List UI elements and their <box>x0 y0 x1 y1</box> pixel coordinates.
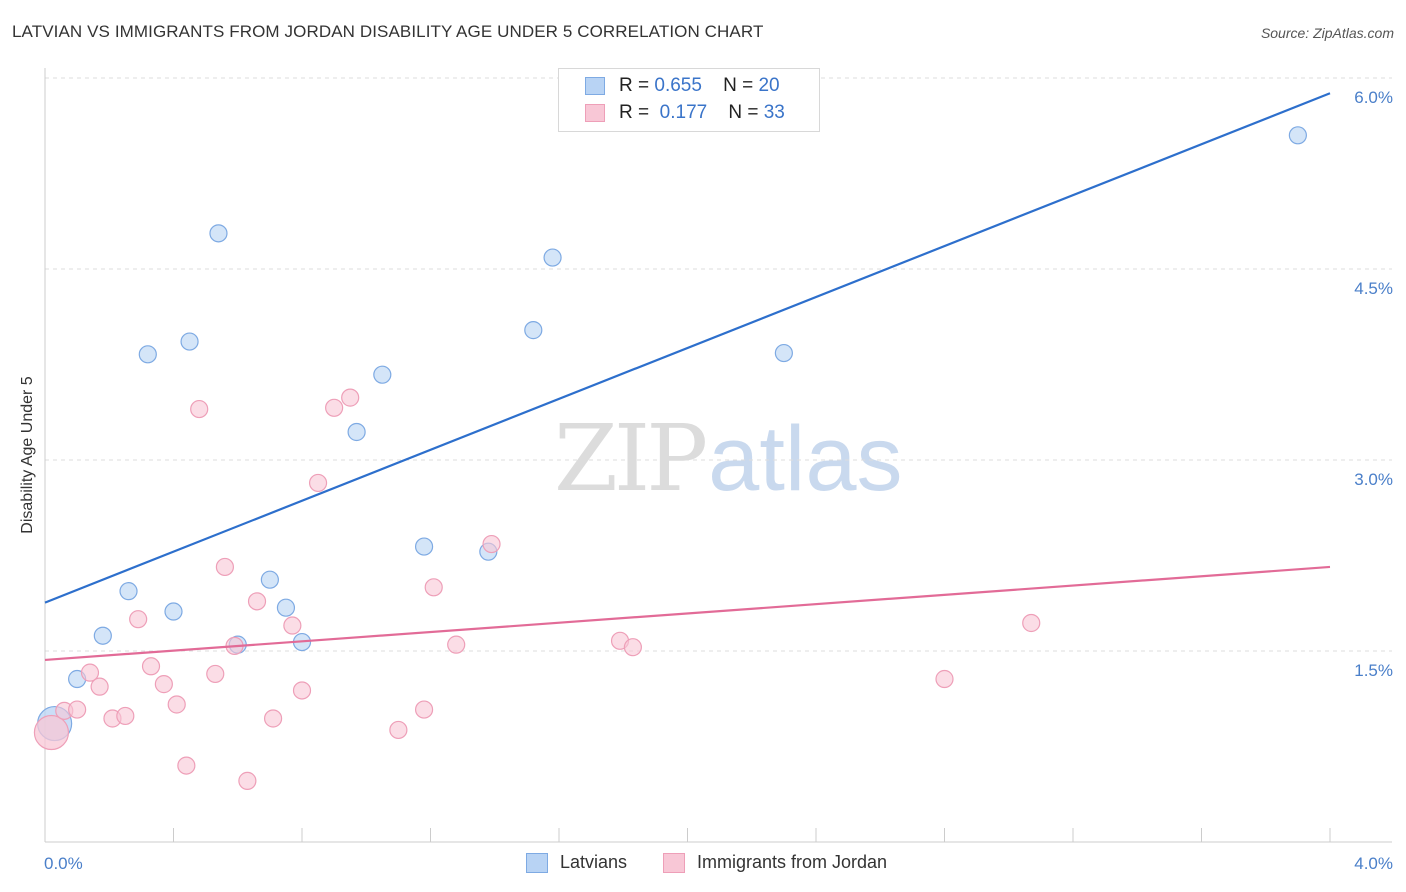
data-point <box>292 681 312 700</box>
y-tick-label: 4.5% <box>1354 279 1393 298</box>
data-point <box>263 709 283 728</box>
data-point <box>177 756 196 775</box>
data-point <box>447 635 466 654</box>
stats-box: R = 0.655 N = 20 R = 0.177 N = 33 <box>558 68 820 132</box>
data-point <box>482 534 501 554</box>
stats-n-label: N = <box>728 102 759 123</box>
data-point <box>154 675 173 694</box>
data-point <box>414 700 434 719</box>
data-point <box>116 706 135 726</box>
legend-label-jordan: Immigrants from Jordan <box>697 852 888 872</box>
y-tick-label: 3.0% <box>1354 470 1393 489</box>
data-point <box>543 248 562 267</box>
trend-line <box>44 92 1331 604</box>
data-point <box>373 365 392 384</box>
data-point <box>347 422 366 442</box>
source-credit: Source: ZipAtlas.com <box>1260 25 1394 41</box>
data-point <box>247 592 267 611</box>
data-point <box>68 700 87 719</box>
chart-title: LATVIAN VS IMMIGRANTS FROM JORDAN DISABI… <box>12 22 764 41</box>
data-point <box>180 332 199 351</box>
data-point <box>283 616 302 635</box>
data-point <box>424 578 443 597</box>
watermark-zip: ZIP <box>554 405 708 512</box>
data-point <box>238 771 257 790</box>
data-point <box>524 321 543 340</box>
x-tick-label: 4.0% <box>1354 854 1393 873</box>
stats-n-label: N = <box>723 75 754 96</box>
data-point <box>341 388 360 407</box>
data-point <box>119 582 138 601</box>
data-point <box>129 610 148 629</box>
stats-n-value: 20 <box>758 75 780 96</box>
x-tick-label: 0.0% <box>44 854 83 873</box>
legend-swatch-latvians <box>526 853 548 873</box>
legend-swatch-jordan <box>663 853 685 873</box>
watermark-atlas: atlas <box>708 408 903 510</box>
data-point <box>138 345 157 364</box>
data-point <box>80 663 100 682</box>
data-point <box>389 720 408 740</box>
data-point <box>276 598 296 617</box>
stats-r-value: 0.177 <box>659 102 708 123</box>
legend-label-latvians: Latvians <box>560 852 628 872</box>
data-point <box>308 473 328 493</box>
data-point <box>325 398 344 417</box>
data-point <box>260 570 279 589</box>
data-point <box>141 657 161 676</box>
data-point <box>414 537 434 556</box>
data-point <box>935 669 954 689</box>
data-point <box>90 677 109 696</box>
y-axis-label: Disability Age Under 5 <box>19 376 36 534</box>
watermark: ZIPatlas <box>554 405 903 512</box>
data-point <box>1288 126 1307 145</box>
data-point <box>167 695 186 714</box>
stats-n-value: 33 <box>763 102 785 123</box>
trend-line <box>44 565 1331 662</box>
stats-r-label: R = <box>619 102 650 123</box>
stats-swatch-latvians <box>585 77 605 95</box>
data-point <box>1022 613 1041 633</box>
data-point <box>206 664 225 684</box>
y-tick-label: 1.5% <box>1354 661 1393 680</box>
data-point <box>774 343 793 363</box>
data-point <box>33 714 70 751</box>
stats-r-value: 0.655 <box>654 75 702 96</box>
stats-r-label: R = <box>619 75 650 96</box>
y-tick-label: 6.0% <box>1354 88 1393 107</box>
data-point <box>215 557 234 577</box>
data-point <box>164 602 183 621</box>
data-point <box>623 638 642 657</box>
data-point <box>190 399 209 419</box>
data-point <box>93 626 112 645</box>
data-point <box>209 224 228 243</box>
stats-swatch-jordan <box>585 104 605 122</box>
